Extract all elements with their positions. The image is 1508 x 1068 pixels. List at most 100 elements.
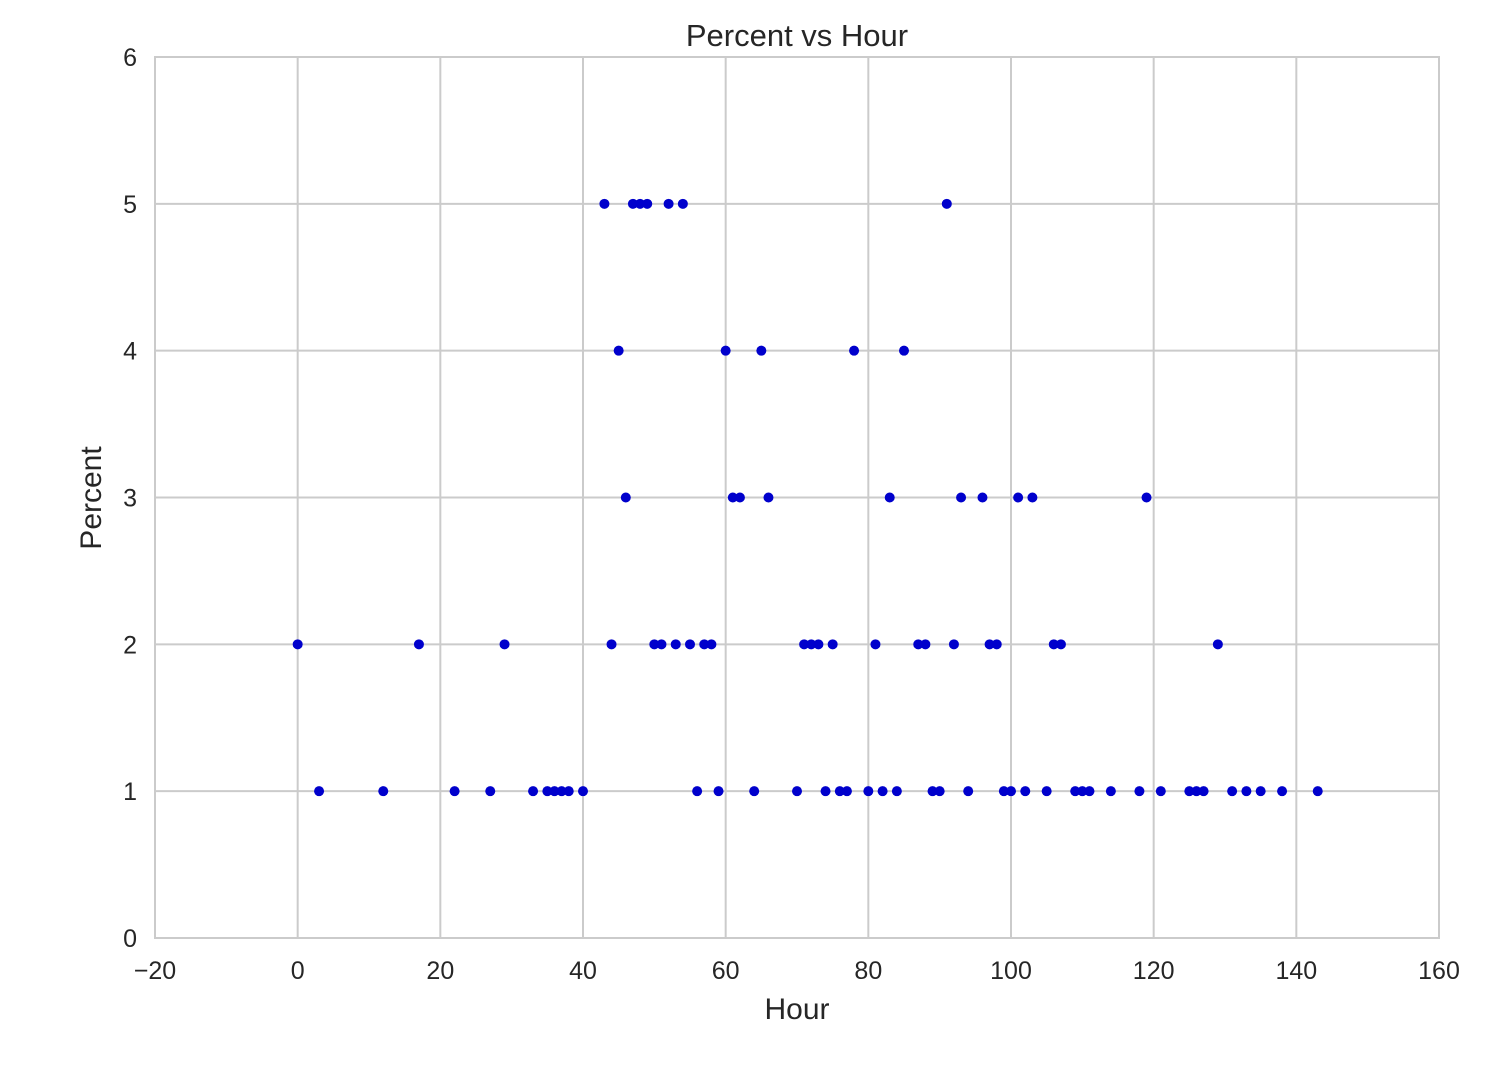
data-point bbox=[685, 639, 695, 650]
x-tick-label: 40 bbox=[569, 957, 597, 985]
data-point bbox=[877, 786, 888, 797]
data-point bbox=[756, 345, 767, 356]
x-tick-labels: −20 0 20 40 60 80 100 120 140 160 bbox=[134, 957, 1460, 985]
y-tick-label: 3 bbox=[123, 485, 137, 513]
data-point bbox=[649, 639, 660, 650]
data-point bbox=[1077, 786, 1088, 797]
data-point bbox=[913, 639, 924, 650]
y-tick-label: 4 bbox=[123, 338, 137, 366]
data-point bbox=[1277, 786, 1288, 797]
data-point bbox=[670, 639, 681, 650]
y-axis-label: Percent bbox=[75, 446, 108, 550]
data-point bbox=[1191, 786, 1202, 797]
data-point bbox=[449, 786, 460, 797]
y-tick-label: 6 bbox=[123, 44, 137, 72]
data-point bbox=[528, 786, 539, 797]
data-point bbox=[841, 786, 852, 797]
data-point bbox=[613, 345, 624, 356]
data-point bbox=[1227, 786, 1238, 797]
data-point bbox=[849, 345, 860, 356]
x-tick-label: −20 bbox=[134, 957, 176, 985]
data-point bbox=[1084, 786, 1095, 797]
data-point bbox=[606, 639, 617, 650]
x-tick-label: 140 bbox=[1275, 957, 1317, 985]
data-point bbox=[899, 345, 909, 356]
y-tick-label: 2 bbox=[123, 631, 137, 659]
data-point bbox=[1041, 786, 1052, 797]
data-point bbox=[1312, 786, 1323, 797]
data-point bbox=[884, 492, 895, 503]
data-point bbox=[1241, 786, 1252, 797]
data-point bbox=[820, 786, 831, 797]
data-point bbox=[1198, 786, 1209, 797]
data-point bbox=[314, 786, 325, 797]
data-point bbox=[620, 492, 631, 503]
data-point bbox=[635, 198, 646, 209]
data-point bbox=[813, 639, 824, 650]
data-point bbox=[891, 786, 902, 797]
y-tick-label: 0 bbox=[123, 925, 137, 953]
data-point bbox=[792, 786, 802, 797]
data-point bbox=[1184, 786, 1195, 797]
data-point bbox=[542, 786, 553, 797]
data-point bbox=[920, 639, 931, 650]
x-tick-label: 0 bbox=[291, 957, 305, 985]
data-point bbox=[1141, 492, 1152, 503]
data-point bbox=[499, 639, 510, 650]
data-point bbox=[806, 639, 817, 650]
data-point bbox=[727, 492, 738, 503]
data-point bbox=[734, 492, 745, 503]
data-points bbox=[292, 198, 1323, 797]
data-point bbox=[663, 198, 674, 209]
data-point bbox=[627, 198, 638, 209]
x-tick-label: 60 bbox=[712, 957, 740, 985]
data-point bbox=[1006, 786, 1016, 797]
data-point bbox=[599, 198, 610, 209]
x-axis-label: Hour bbox=[764, 993, 829, 1026]
data-point bbox=[1212, 639, 1223, 650]
data-point bbox=[941, 198, 952, 209]
data-point bbox=[948, 639, 959, 650]
data-point bbox=[749, 786, 760, 797]
data-point bbox=[956, 492, 967, 503]
data-point bbox=[1155, 786, 1166, 797]
data-point bbox=[991, 639, 1002, 650]
data-point bbox=[998, 786, 1009, 797]
data-point bbox=[656, 639, 667, 650]
data-point bbox=[934, 786, 945, 797]
x-tick-label: 160 bbox=[1418, 957, 1460, 985]
data-point bbox=[378, 786, 389, 797]
data-point bbox=[1055, 639, 1066, 650]
data-point bbox=[413, 639, 424, 650]
x-tick-label: 100 bbox=[990, 957, 1032, 985]
data-point bbox=[485, 786, 496, 797]
x-tick-label: 80 bbox=[854, 957, 882, 985]
data-point bbox=[720, 345, 731, 356]
data-point bbox=[549, 786, 560, 797]
data-point bbox=[863, 786, 874, 797]
data-point bbox=[927, 786, 938, 797]
data-point bbox=[1013, 492, 1024, 503]
data-point bbox=[1048, 639, 1059, 650]
chart-title: Percent vs Hour bbox=[686, 18, 908, 53]
data-point bbox=[763, 492, 774, 503]
data-point bbox=[963, 786, 974, 797]
data-point bbox=[713, 786, 724, 797]
data-point bbox=[292, 639, 303, 650]
x-tick-label: 120 bbox=[1133, 957, 1175, 985]
data-point bbox=[642, 198, 653, 209]
data-point bbox=[870, 639, 881, 650]
data-point bbox=[692, 786, 703, 797]
data-point bbox=[578, 786, 588, 797]
data-point bbox=[563, 786, 574, 797]
data-point bbox=[1134, 786, 1145, 797]
data-point bbox=[677, 198, 688, 209]
data-point bbox=[706, 639, 717, 650]
data-point bbox=[984, 639, 995, 650]
y-tick-label: 5 bbox=[123, 191, 137, 219]
y-grid-lines bbox=[155, 56, 1439, 939]
data-point bbox=[1105, 786, 1116, 797]
data-point bbox=[699, 639, 710, 650]
data-point bbox=[977, 492, 988, 503]
